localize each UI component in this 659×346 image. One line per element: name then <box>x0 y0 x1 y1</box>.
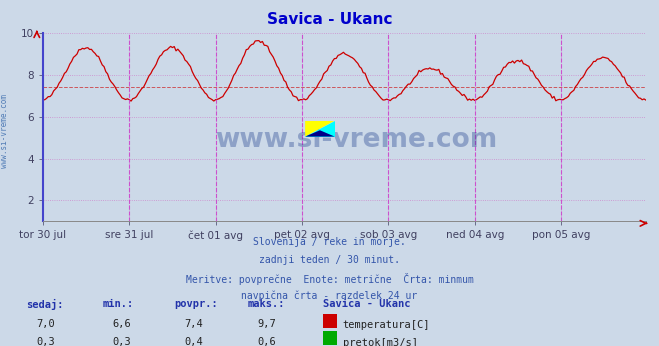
Text: Slovenija / reke in morje.: Slovenija / reke in morje. <box>253 237 406 247</box>
Text: zadnji teden / 30 minut.: zadnji teden / 30 minut. <box>259 255 400 265</box>
Text: 7,4: 7,4 <box>185 319 203 329</box>
Text: 7,0: 7,0 <box>36 319 55 329</box>
Text: temperatura[C]: temperatura[C] <box>343 320 430 330</box>
Text: www.si-vreme.com: www.si-vreme.com <box>215 127 498 153</box>
Text: 0,3: 0,3 <box>112 337 130 346</box>
Text: 9,7: 9,7 <box>257 319 275 329</box>
Text: pretok[m3/s]: pretok[m3/s] <box>343 338 418 346</box>
Text: Savica - Ukanc: Savica - Ukanc <box>267 12 392 27</box>
Text: povpr.:: povpr.: <box>175 299 218 309</box>
Text: 6,6: 6,6 <box>112 319 130 329</box>
Text: min.:: min.: <box>102 299 133 309</box>
Text: maks.:: maks.: <box>247 299 285 309</box>
Text: 0,4: 0,4 <box>185 337 203 346</box>
Text: www.si-vreme.com: www.si-vreme.com <box>0 94 9 169</box>
Text: navpična črta - razdelek 24 ur: navpična črta - razdelek 24 ur <box>241 291 418 301</box>
Text: sedaj:: sedaj: <box>26 299 64 310</box>
Text: Meritve: povprečne  Enote: metrične  Črta: minmum: Meritve: povprečne Enote: metrične Črta:… <box>186 273 473 285</box>
Text: Savica - Ukanc: Savica - Ukanc <box>323 299 411 309</box>
Text: 0,6: 0,6 <box>257 337 275 346</box>
Text: 0,3: 0,3 <box>36 337 55 346</box>
